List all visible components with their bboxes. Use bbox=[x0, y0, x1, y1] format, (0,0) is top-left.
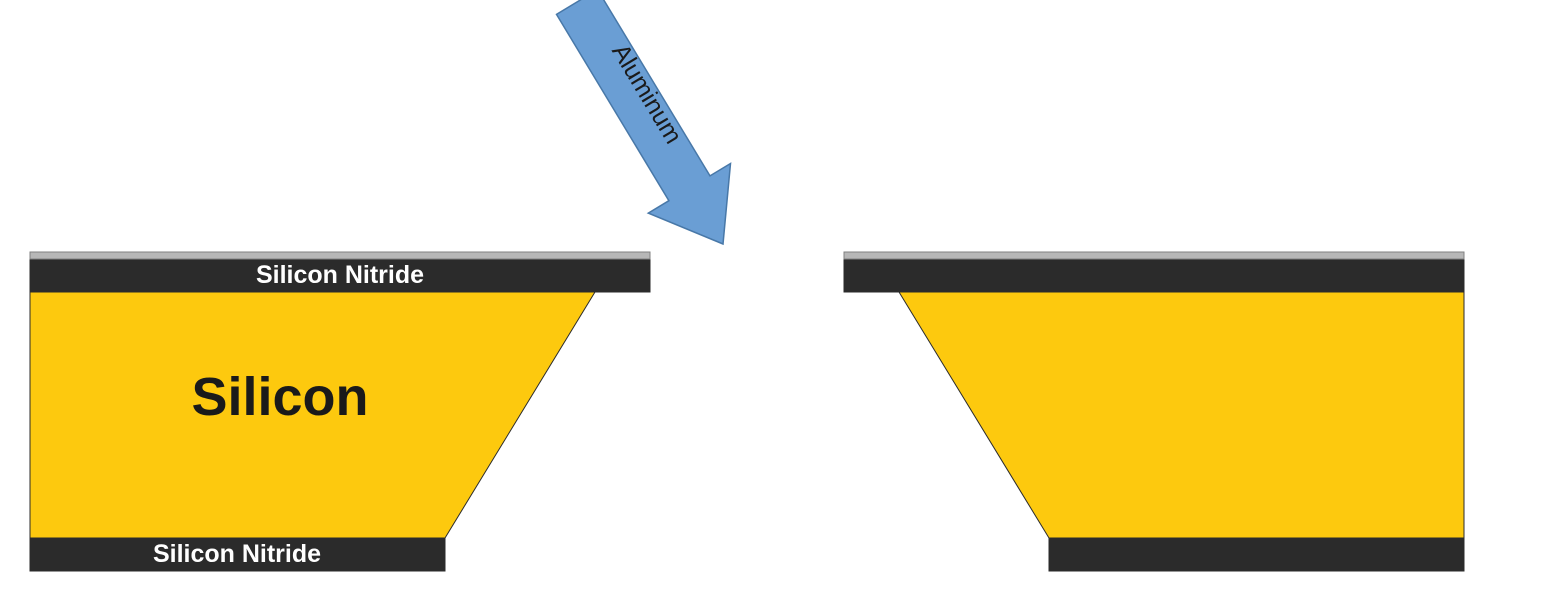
right-top-aluminum-layer bbox=[844, 252, 1464, 259]
top-nitride-label: Silicon Nitride bbox=[256, 261, 424, 289]
aluminum-deposition-arrow bbox=[557, 0, 731, 244]
right-bottom-nitride-layer bbox=[1049, 538, 1464, 571]
silicon-label: Silicon bbox=[191, 367, 368, 427]
left-top-aluminum-layer bbox=[30, 252, 650, 259]
right-top-nitride-layer bbox=[844, 259, 1464, 292]
bottom-nitride-label: Silicon Nitride bbox=[153, 540, 321, 568]
right-silicon-body bbox=[899, 292, 1464, 538]
